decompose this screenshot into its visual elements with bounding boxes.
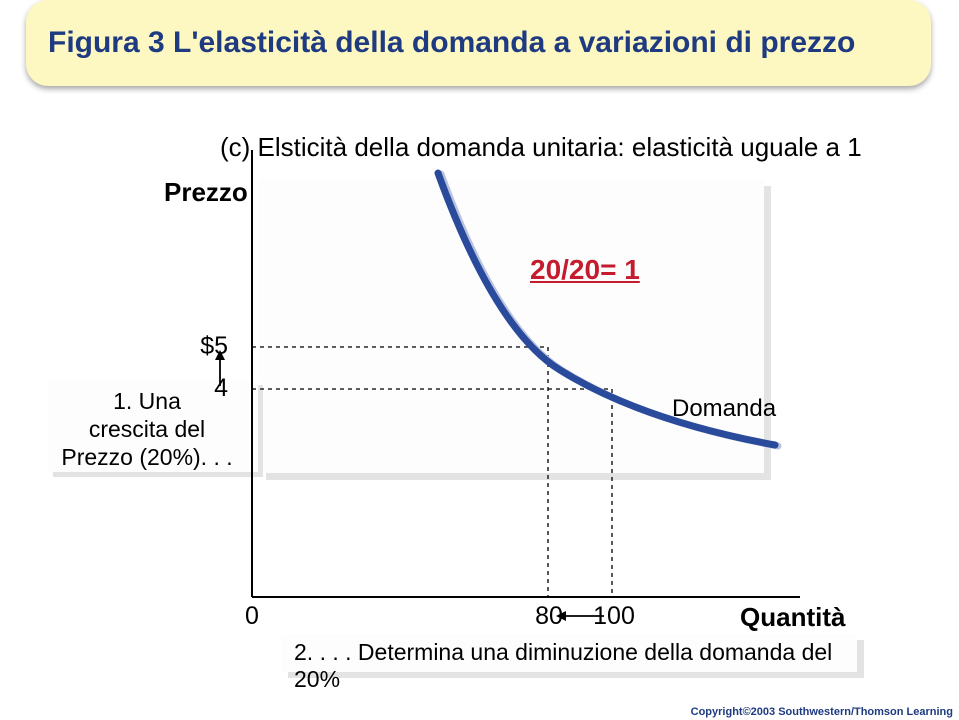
quantity-decrease-caption: 2. . . . Determina una diminuzione della… <box>294 639 854 693</box>
growth-line-3: Prezzo (20%). . . <box>57 443 237 471</box>
x-tick-0: 0 <box>234 602 270 631</box>
x-tick-80: 80 <box>531 602 567 631</box>
y-tick-5: $5 <box>178 332 228 361</box>
price-growth-caption: 1. Una crescita del Prezzo (20%). . . <box>57 387 237 471</box>
y-axis-label: Prezzo <box>164 177 248 208</box>
demand-curve-label: Domanda <box>672 395 776 423</box>
x-axis-label: Quantità <box>740 602 845 633</box>
x-tick-100: 100 <box>590 602 638 631</box>
chart-subtitle: (c) Elsticità della domanda unitaria: el… <box>220 132 920 163</box>
elasticity-ratio: 20/20= 1 <box>530 254 640 286</box>
growth-line-2: crescita del <box>57 415 237 443</box>
copyright-text: Copyright©2003 Southwestern/Thomson Lear… <box>691 706 953 718</box>
slide-stage: Figura 3 L'elasticità della domanda a va… <box>0 0 959 720</box>
growth-line-1: 1. Una <box>57 387 237 415</box>
